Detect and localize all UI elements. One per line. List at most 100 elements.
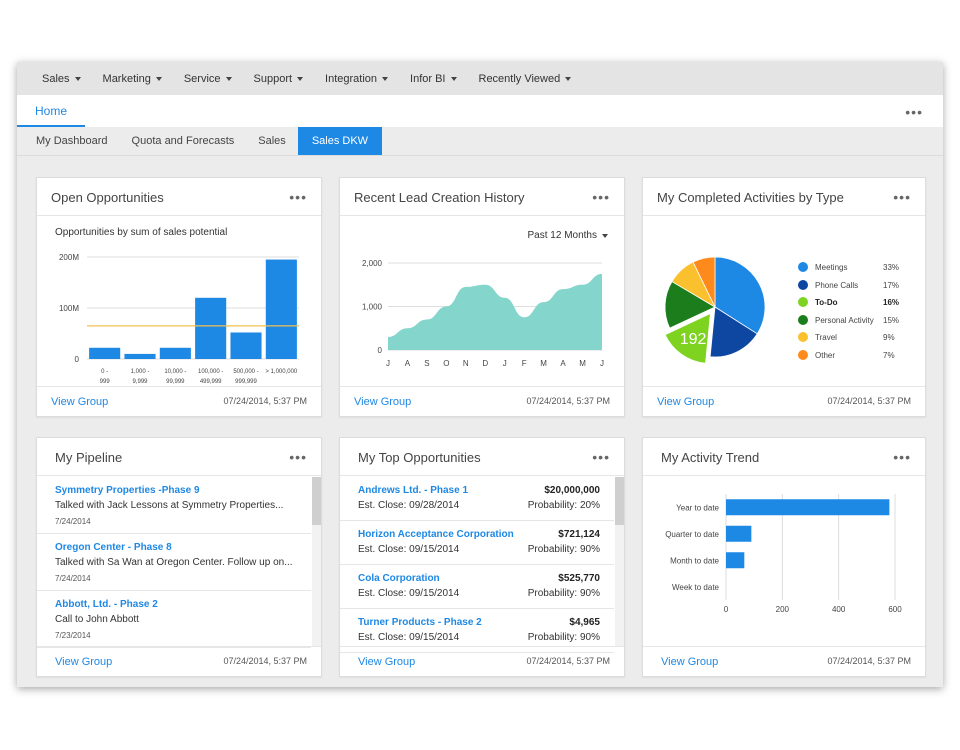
view-group-link[interactable]: View Group: [657, 396, 715, 408]
lead-history-card: Recent Lead Creation History ••• Past 12…: [339, 177, 625, 417]
opportunity-title[interactable]: Cola Corporation: [358, 573, 440, 584]
opportunity-title[interactable]: Turner Products - Phase 2: [358, 617, 482, 628]
x-tick-label: J: [600, 359, 604, 368]
legend-percent: 9%: [883, 333, 895, 342]
tab-sales[interactable]: Sales: [258, 135, 286, 147]
more-options-icon[interactable]: •••: [592, 449, 610, 465]
pipeline-card: My Pipeline ••• Symmetry Properties -Pha…: [36, 437, 322, 677]
tab-sales-dkw[interactable]: Sales DKW: [297, 127, 383, 155]
opportunities-bar-chart: 0 100M 200M 0 - 999 1,000 - 9,999 10,000 - 99,99…: [59, 253, 299, 385]
x-tick-label: > 1,000,000: [265, 369, 298, 375]
tab-quota-and-forecasts[interactable]: Quota and Forecasts: [131, 135, 235, 147]
view-group-link[interactable]: View Group: [661, 656, 719, 668]
pie-slice[interactable]: [664, 312, 711, 364]
nav-item-service[interactable]: Service: [184, 73, 232, 85]
more-options-icon[interactable]: •••: [289, 189, 307, 205]
chevron-down-icon: [155, 76, 162, 81]
y-tick-label: 2,000: [362, 259, 383, 268]
timestamp: 07/24/2014, 5:37 PM: [526, 656, 610, 666]
pipeline-item[interactable]: Abbott, Ltd. - Phase 2 Call to John Abbot…: [37, 591, 311, 648]
scrollbar-thumb[interactable]: [615, 477, 624, 525]
x-tick-label: 0: [724, 605, 729, 614]
y-tick-label: Quarter to date: [665, 530, 719, 539]
tab-home[interactable]: Home: [17, 95, 85, 127]
x-tick-label: 999,999: [235, 379, 257, 385]
legend-swatch: [798, 279, 808, 290]
timestamp: 07/24/2014, 5:37 PM: [526, 396, 610, 406]
pipeline-item-title[interactable]: Symmetry Properties -Phase 9: [55, 485, 200, 496]
bar[interactable]: [230, 332, 262, 359]
scrollbar[interactable]: [615, 477, 624, 647]
y-tick-label: 100M: [59, 304, 79, 313]
opportunity-title[interactable]: Horizon Acceptance Corporation: [358, 529, 514, 540]
open-opportunities-card: Open Opportunities ••• Opportunities by …: [36, 177, 322, 417]
area-series[interactable]: [388, 273, 602, 350]
card-footer: View Group 07/24/2014, 5:37 PM: [37, 386, 321, 416]
opportunity-title[interactable]: Andrews Ltd. - Phase 1: [358, 485, 469, 496]
legend-swatch: [798, 349, 808, 360]
nav-item-sales[interactable]: Sales: [42, 73, 81, 85]
nav-item-infor-bi[interactable]: Infor BI: [410, 73, 457, 85]
bar[interactable]: [265, 259, 297, 359]
legend-percent: 16%: [883, 298, 900, 307]
opportunity-item[interactable]: Cola Corporation $525,770 Est. Close: 09/1…: [340, 565, 614, 609]
activity-trend-card: My Activity Trend ••• 0 200 400 600 Year to …: [642, 437, 926, 677]
bar[interactable]: [159, 347, 191, 359]
tab-my-dashboard[interactable]: My Dashboard: [36, 135, 108, 147]
pie-slice[interactable]: [709, 306, 758, 358]
scrollbar-thumb[interactable]: [312, 477, 321, 525]
nav-item-label: Support: [253, 72, 293, 85]
bar[interactable]: [726, 499, 890, 516]
pie-slice[interactable]: [664, 280, 716, 329]
x-tick-label: 500,000 -: [233, 369, 258, 375]
opportunity-item[interactable]: Turner Products - Phase 2 $4,965 Est. Clos…: [340, 609, 614, 653]
nav-item-label: Sales: [42, 72, 70, 85]
bar[interactable]: [726, 525, 752, 542]
card-footer: View Group 07/24/2014, 5:37 PM: [340, 386, 624, 416]
opportunity-close-date: Est. Close: 09/28/2014: [358, 500, 460, 511]
bar[interactable]: [89, 347, 121, 359]
card-footer: View Group 07/24/2014, 5:37 PM: [643, 386, 925, 416]
opportunity-item[interactable]: Andrews Ltd. - Phase 1 $20,000,000 Est. Cl…: [340, 477, 614, 521]
bar[interactable]: [124, 353, 156, 359]
card-title: My Top Opportunities: [358, 450, 481, 465]
more-options-icon[interactable]: •••: [289, 449, 307, 465]
view-group-link[interactable]: View Group: [55, 656, 113, 668]
chart-subtitle: Opportunities by sum of sales potential: [55, 227, 228, 238]
period-dropdown[interactable]: Past 12 Months: [528, 230, 608, 241]
pipeline-item-date: 7/24/2014: [55, 574, 91, 583]
more-options-icon[interactable]: •••: [905, 104, 923, 120]
bar[interactable]: [726, 552, 745, 569]
activities-pie-chart: 192: [664, 256, 766, 364]
x-tick-label: 1,000 -: [131, 369, 150, 375]
view-group-link[interactable]: View Group: [51, 396, 109, 408]
more-options-icon[interactable]: •••: [893, 189, 911, 205]
card-header: My Top Opportunities •••: [340, 438, 624, 476]
y-tick-label: 0: [378, 346, 383, 355]
pipeline-item[interactable]: Oregon Center - Phase 8 Talked with Sa Wa…: [37, 534, 311, 591]
view-group-link[interactable]: View Group: [358, 656, 416, 668]
pie-slice[interactable]: [692, 256, 716, 308]
chevron-down-icon: [565, 76, 572, 81]
more-options-icon[interactable]: •••: [592, 189, 610, 205]
nav-item-recently-viewed[interactable]: Recently Viewed: [479, 73, 572, 85]
timestamp: 07/24/2014, 5:37 PM: [827, 396, 911, 406]
opportunity-amount: $4,965: [569, 617, 600, 628]
nav-item-integration[interactable]: Integration: [325, 73, 389, 85]
view-group-link[interactable]: View Group: [354, 396, 412, 408]
scrollbar[interactable]: [312, 477, 321, 647]
more-options-icon[interactable]: •••: [893, 449, 911, 465]
timestamp: 07/24/2014, 5:37 PM: [223, 656, 307, 666]
x-tick-label: 9,999: [132, 379, 148, 385]
nav-item-marketing[interactable]: Marketing: [103, 73, 162, 85]
opportunity-item[interactable]: Horizon Acceptance Corporation $721,124 Es…: [340, 521, 614, 565]
pipeline-item[interactable]: Symmetry Properties -Phase 9 Talked with …: [37, 477, 311, 534]
pipeline-item-title[interactable]: Abbott, Ltd. - Phase 2: [55, 599, 158, 610]
nav-item-support[interactable]: Support: [254, 73, 304, 85]
opportunity-probability: Probability: 20%: [527, 500, 600, 511]
bar[interactable]: [195, 297, 227, 359]
opportunity-probability: Probability: 90%: [527, 544, 600, 555]
x-tick-label: 99,999: [166, 379, 185, 385]
legend-label: Travel: [815, 333, 837, 342]
pipeline-item-title[interactable]: Oregon Center - Phase 8: [55, 542, 172, 553]
